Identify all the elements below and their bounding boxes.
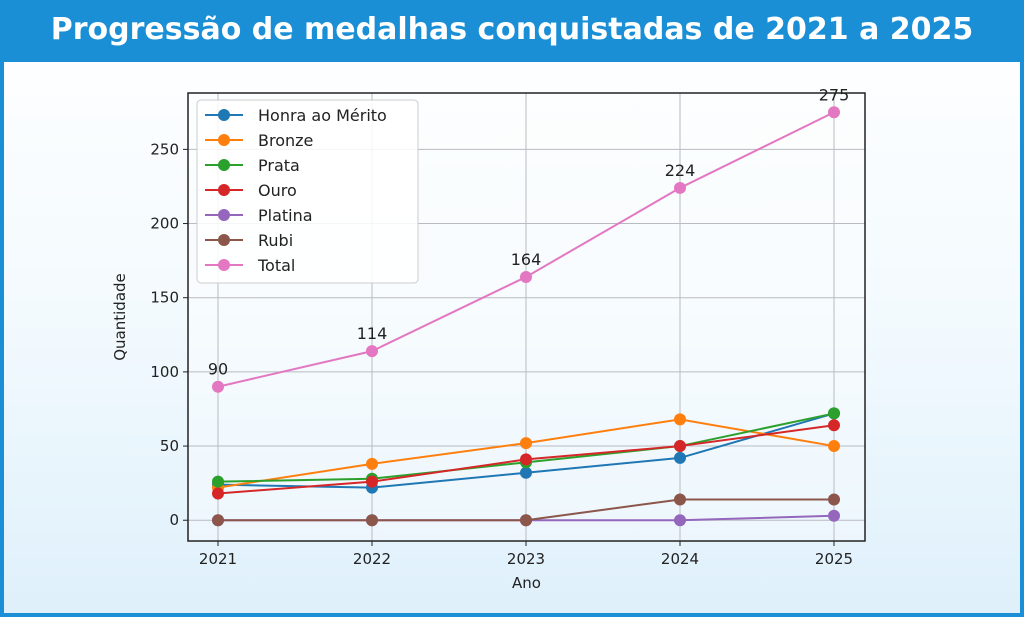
legend-marker <box>218 159 230 171</box>
x-tick-label: 2024 <box>661 550 699 568</box>
data-point <box>828 509 840 522</box>
legend-marker <box>218 234 230 246</box>
data-point <box>520 437 532 450</box>
data-point <box>674 493 686 506</box>
data-point <box>520 453 532 466</box>
data-point <box>212 487 224 500</box>
data-point <box>674 514 686 527</box>
legend-marker <box>218 134 230 146</box>
legend-label: Total <box>257 256 295 275</box>
legend-marker <box>218 259 230 271</box>
legend <box>196 99 419 284</box>
legend-label: Platina <box>258 206 313 225</box>
data-point <box>828 407 840 420</box>
y-tick-label: 200 <box>150 215 179 233</box>
data-point <box>366 345 378 358</box>
data-point <box>366 457 378 470</box>
x-tick-label: 2022 <box>353 550 391 568</box>
data-point <box>828 419 840 432</box>
x-tick-label: 2025 <box>815 550 853 568</box>
data-point <box>520 466 532 479</box>
x-axis-label: Ano <box>512 574 541 592</box>
data-point <box>828 106 840 119</box>
x-tick-label: 2023 <box>507 550 545 568</box>
y-tick-label: 100 <box>150 363 179 381</box>
data-point <box>674 413 686 426</box>
data-point <box>212 475 224 488</box>
legend-marker <box>218 209 230 221</box>
data-label: 164 <box>511 250 542 269</box>
y-tick-label: 50 <box>160 437 179 455</box>
data-point <box>674 451 686 464</box>
data-point <box>520 270 532 283</box>
legend-label: Ouro <box>258 181 297 200</box>
plot-border <box>187 92 866 542</box>
x-tick-label: 2021 <box>199 550 237 568</box>
legend-label: Prata <box>258 156 300 175</box>
data-point <box>366 475 378 488</box>
y-tick-label: 250 <box>150 140 179 158</box>
data-point <box>212 380 224 393</box>
legend-label: Bronze <box>258 131 313 150</box>
legend-marker <box>218 184 230 196</box>
y-tick-label: 150 <box>150 289 179 307</box>
legend-label: Honra ao Mérito <box>258 106 387 125</box>
data-point <box>674 181 686 194</box>
data-label: 90 <box>208 360 228 379</box>
page-title: Progressão de medalhas conquistadas de 2… <box>0 0 1024 62</box>
y-axis-label: Quantidade <box>111 273 129 361</box>
data-label: 275 <box>819 85 850 104</box>
data-point <box>828 493 840 506</box>
data-point <box>366 514 378 527</box>
data-point <box>674 440 686 453</box>
data-label: 114 <box>357 324 388 343</box>
data-point <box>828 440 840 453</box>
data-point <box>212 514 224 527</box>
legend-label: Rubi <box>258 231 293 250</box>
legend-marker <box>218 109 230 121</box>
data-point <box>520 514 532 527</box>
y-tick-label: 0 <box>169 511 179 529</box>
data-label: 224 <box>665 161 696 180</box>
